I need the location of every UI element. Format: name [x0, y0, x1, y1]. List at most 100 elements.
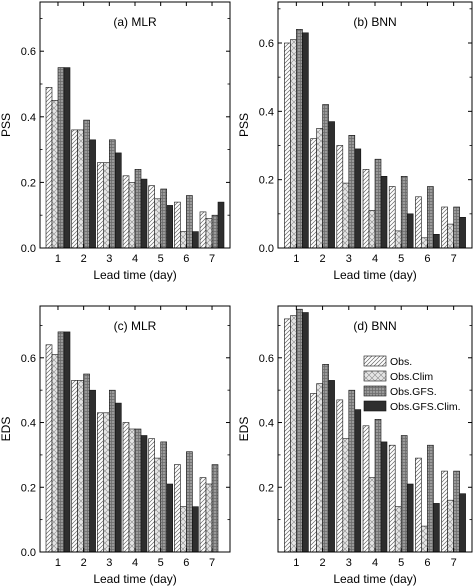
bar — [63, 331, 71, 553]
bar — [77, 380, 84, 553]
x-tick-label: 2 — [320, 557, 326, 569]
bar — [160, 441, 167, 553]
x-tick-label: 4 — [132, 253, 138, 265]
bar — [342, 438, 350, 553]
bar — [71, 129, 78, 249]
bar — [296, 308, 303, 553]
bar — [284, 42, 291, 249]
y-axis-label: EDS — [0, 417, 13, 442]
panel-title: (b) BNN — [353, 15, 396, 29]
x-tick-label: 3 — [106, 253, 112, 265]
bar — [290, 315, 297, 553]
bar — [103, 412, 110, 553]
bar — [122, 422, 130, 553]
x-axis-label: Lead time (day) — [93, 268, 176, 282]
y-tick-label: 0.0 — [21, 547, 36, 559]
bar — [427, 444, 434, 553]
bar — [348, 135, 356, 249]
bar — [103, 162, 110, 249]
panel-title: (c) MLR — [114, 319, 157, 333]
x-tick-label: 4 — [372, 557, 378, 569]
bar — [453, 206, 460, 249]
legend-swatch — [363, 355, 387, 367]
bar — [192, 231, 199, 249]
x-tick-label: 1 — [293, 557, 299, 569]
bar — [348, 389, 356, 553]
bar — [115, 152, 122, 249]
bar — [415, 457, 422, 553]
bar — [322, 104, 329, 249]
x-tick-label: 1 — [55, 557, 61, 569]
x-tick-label: 4 — [372, 253, 378, 265]
y-tick-label: 0.2 — [21, 177, 36, 189]
y-tick-label: 0.2 — [259, 175, 274, 187]
bar — [122, 175, 130, 249]
bar — [109, 139, 116, 249]
bar — [362, 169, 370, 249]
x-tick-label: 7 — [209, 253, 215, 265]
x-tick-label: 1 — [55, 253, 61, 265]
y-axis-label: PSS — [237, 113, 251, 137]
bar — [433, 503, 440, 553]
bar — [447, 499, 454, 553]
bar — [180, 231, 187, 249]
bar — [406, 483, 414, 553]
bar — [186, 451, 193, 553]
bar — [83, 119, 90, 249]
bar — [160, 188, 167, 249]
y-tick-label: 0.2 — [21, 482, 36, 494]
bar — [362, 425, 370, 553]
bar — [51, 100, 59, 249]
x-axis-label: Lead time (day) — [93, 572, 176, 586]
bar — [57, 67, 65, 249]
bar — [154, 198, 161, 249]
y-tick-label: 0.4 — [21, 418, 36, 430]
bar — [354, 409, 362, 553]
bar — [302, 312, 309, 553]
bar — [290, 39, 297, 249]
bar — [374, 158, 382, 249]
legend-label: Obs.Clim — [390, 371, 433, 383]
legend-swatch — [363, 385, 387, 397]
bar — [128, 182, 136, 249]
bar — [57, 331, 65, 553]
bar — [97, 162, 104, 249]
bar — [205, 218, 213, 249]
bar — [388, 444, 396, 553]
legend-label: Obs.GFS. — [390, 386, 437, 398]
bar — [140, 435, 148, 553]
bar — [316, 128, 323, 249]
bar — [380, 441, 388, 553]
bar — [166, 205, 173, 249]
x-tick-label: 3 — [346, 557, 352, 569]
bar — [336, 145, 344, 249]
bar — [45, 344, 53, 553]
legend-label: Obs.GFS.Clim. — [390, 401, 461, 413]
y-axis-label: EDS — [237, 417, 251, 442]
bar — [296, 28, 303, 249]
x-axis-label: Lead time (day) — [333, 572, 416, 586]
legend-swatch — [363, 400, 387, 412]
bar — [447, 223, 454, 249]
x-tick-label: 5 — [398, 253, 404, 265]
y-tick-label: 0.4 — [21, 112, 36, 124]
bar — [205, 483, 213, 553]
bar — [148, 438, 155, 553]
bar — [374, 418, 382, 553]
x-tick-label: 2 — [81, 557, 87, 569]
bar — [328, 121, 335, 249]
bar — [77, 129, 84, 249]
bar — [388, 186, 396, 249]
bar — [180, 506, 187, 553]
bar — [199, 477, 207, 553]
bar — [211, 214, 219, 249]
bar — [302, 32, 309, 249]
x-tick-label: 7 — [451, 253, 457, 265]
bar — [427, 186, 434, 249]
legend: Obs. Obs.Clim Obs.GFS. Obs.GFS.Clim. — [363, 355, 461, 413]
bar — [128, 428, 136, 553]
x-tick-label: 5 — [158, 557, 164, 569]
bar — [328, 380, 335, 553]
bar — [199, 211, 207, 249]
x-axis-label: Lead time (day) — [333, 268, 416, 282]
